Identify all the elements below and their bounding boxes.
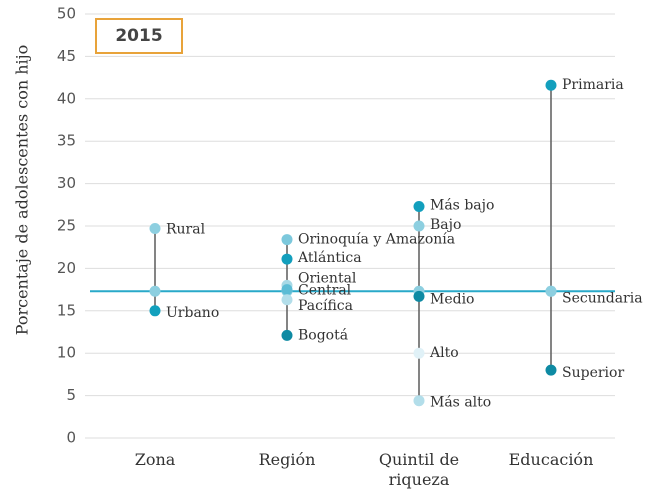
year-badge: 2015 bbox=[95, 18, 183, 54]
dot bbox=[545, 364, 557, 376]
point-label: Pacífica bbox=[298, 298, 353, 314]
x-tick-label: Zona bbox=[134, 450, 176, 469]
dot bbox=[281, 234, 293, 246]
point-label: Más alto bbox=[430, 395, 491, 411]
dot bbox=[281, 284, 293, 296]
point-label: Urbano bbox=[166, 305, 219, 321]
dot bbox=[545, 79, 557, 91]
y-axis-label: Porcentaje de adolescentes con hijo bbox=[12, 44, 32, 336]
y-tick-label: 5 bbox=[66, 386, 76, 404]
x-tick-label: Región bbox=[258, 450, 316, 469]
y-tick-label: 25 bbox=[57, 217, 76, 235]
dot bbox=[413, 347, 425, 359]
dot bbox=[413, 200, 425, 212]
dot bbox=[413, 290, 425, 302]
x-tick-label: Educación bbox=[508, 450, 594, 469]
point-label: Alto bbox=[429, 345, 459, 361]
dot bbox=[413, 395, 425, 407]
dot bbox=[545, 285, 557, 297]
point-label: Bajo bbox=[430, 217, 461, 233]
point-label: Más bajo bbox=[430, 197, 494, 213]
point-label: Atlántica bbox=[297, 250, 362, 266]
point-label: Central bbox=[298, 283, 352, 299]
dot bbox=[281, 294, 293, 306]
dot bbox=[281, 253, 293, 265]
point-label: Rural bbox=[166, 222, 206, 238]
point-label: Oriental bbox=[298, 270, 357, 286]
y-tick-label: 20 bbox=[57, 259, 76, 277]
y-tick-label: 35 bbox=[57, 132, 76, 150]
dot bbox=[149, 305, 161, 317]
point-label: Secundaria bbox=[562, 290, 643, 306]
reference-dot bbox=[149, 285, 161, 297]
y-tick-label: 0 bbox=[66, 429, 76, 447]
x-tick-label: Quintil de riqueza bbox=[378, 450, 460, 489]
point-label: Superior bbox=[562, 365, 624, 381]
point-label: Bogotá bbox=[298, 327, 348, 343]
y-tick-label: 50 bbox=[57, 5, 76, 23]
point-label: Medio bbox=[430, 291, 475, 307]
y-tick-label: 45 bbox=[57, 47, 76, 65]
point-label: Orinoquía y Amazonía bbox=[298, 232, 455, 248]
y-tick-label: 15 bbox=[57, 301, 76, 319]
y-tick-label: 40 bbox=[57, 89, 76, 107]
point-label: Primaria bbox=[562, 77, 624, 93]
dot bbox=[281, 329, 293, 341]
dot bbox=[149, 223, 161, 235]
dot bbox=[413, 220, 425, 232]
y-tick-label: 10 bbox=[57, 344, 76, 362]
y-tick-label: 30 bbox=[57, 174, 76, 192]
